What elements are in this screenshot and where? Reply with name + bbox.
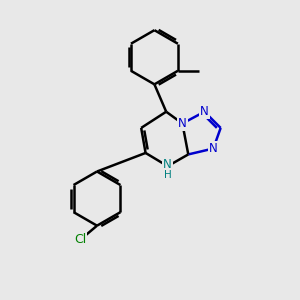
Text: N: N — [209, 142, 218, 155]
Text: N: N — [163, 158, 172, 171]
Text: H: H — [164, 170, 172, 180]
Text: N: N — [200, 105, 209, 118]
Text: Cl: Cl — [74, 233, 86, 246]
Text: N: N — [178, 117, 187, 130]
